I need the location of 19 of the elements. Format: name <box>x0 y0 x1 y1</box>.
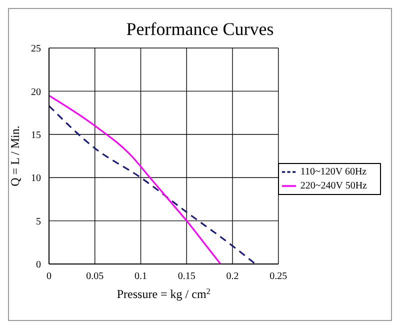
x-tick-label: 0 <box>46 271 52 282</box>
y-tick-label: 5 <box>36 216 41 228</box>
x-tick-label: 0.1 <box>134 271 147 282</box>
line-series <box>49 94 222 264</box>
y-axis-title: Q = L / Min. <box>8 126 22 186</box>
legend-label: 220~240V 50Hz <box>300 180 367 192</box>
y-tick-label: 10 <box>31 173 41 184</box>
x-tick-label: 0.05 <box>86 271 104 282</box>
x-tick-label: 0.15 <box>178 271 196 282</box>
chart-title: Performance Curves <box>125 19 275 40</box>
y-tick-label: 20 <box>31 86 41 98</box>
y-tick-label: 15 <box>31 130 41 141</box>
y-tick-label: 0 <box>36 260 41 271</box>
line-series <box>49 105 256 264</box>
legend-label: 110~120V 60Hz <box>300 166 367 178</box>
y-tick-label: 25 <box>31 44 41 55</box>
x-tick-label: 0.25 <box>270 271 288 282</box>
x-tick-label: 0.2 <box>226 271 239 282</box>
x-axis-title: Pressure = kg / cm$^{2}$ <box>116 286 210 301</box>
